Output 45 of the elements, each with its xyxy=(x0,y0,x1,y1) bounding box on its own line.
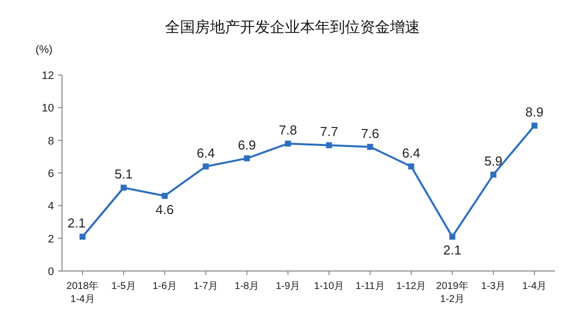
point xyxy=(326,142,332,148)
x-tick-label: 1-4月 xyxy=(522,281,547,292)
y-tick-label: 4 xyxy=(48,200,54,213)
point xyxy=(120,184,127,191)
point xyxy=(367,144,374,150)
data-label: 7.7 xyxy=(320,124,338,140)
x-tick-label: 1-7月 xyxy=(194,281,218,292)
x-tick-label: 2019年 1-2月 xyxy=(436,280,468,305)
data-label: 2.1 xyxy=(68,216,86,231)
x-tick-label: 1-8月 xyxy=(234,281,260,292)
chart-title: 全国房地产开发企业本年到位资金增速 xyxy=(165,19,420,36)
point xyxy=(244,155,250,162)
x-tick-label: 2018年 1-4月 xyxy=(66,280,99,305)
data-label: 4.6 xyxy=(156,202,174,217)
data-label: 6.9 xyxy=(238,137,256,152)
x-tick-label: 1-6月 xyxy=(152,281,177,292)
x-tick-label: 1-5月 xyxy=(111,281,136,292)
x-tick-label: 1-12月 xyxy=(396,281,426,292)
x-tick-label: 1-11月 xyxy=(355,281,385,292)
point xyxy=(490,172,496,178)
x-tick-label: 1-9月 xyxy=(276,281,300,292)
point xyxy=(531,122,538,129)
point xyxy=(162,192,168,199)
data-label: 7.8 xyxy=(278,122,297,138)
y-axis-title: (%) xyxy=(35,44,53,56)
y-tick-label: 0 xyxy=(48,266,54,278)
y-tick-label: 12 xyxy=(42,70,54,82)
data-label: 7.6 xyxy=(361,126,380,141)
data-label: 5.1 xyxy=(114,166,133,182)
point xyxy=(449,234,456,240)
x-tick-label: 1-10月 xyxy=(314,281,344,292)
y-tick-label: 8 xyxy=(48,135,54,148)
data-label: 5.9 xyxy=(484,154,502,169)
point xyxy=(80,234,86,240)
y-tick-label: 2 xyxy=(48,233,54,246)
y-tick-label: 10 xyxy=(42,102,54,115)
x-tick-label: 1-3月 xyxy=(481,281,506,292)
data-label: 6.4 xyxy=(402,145,420,160)
data-label: 6.4 xyxy=(196,145,215,160)
point xyxy=(202,163,209,170)
y-tick-label: 6 xyxy=(48,168,54,180)
point xyxy=(408,163,414,170)
data-label: 2.1 xyxy=(443,242,462,258)
data-label: 8.9 xyxy=(525,104,544,120)
point xyxy=(284,140,291,147)
